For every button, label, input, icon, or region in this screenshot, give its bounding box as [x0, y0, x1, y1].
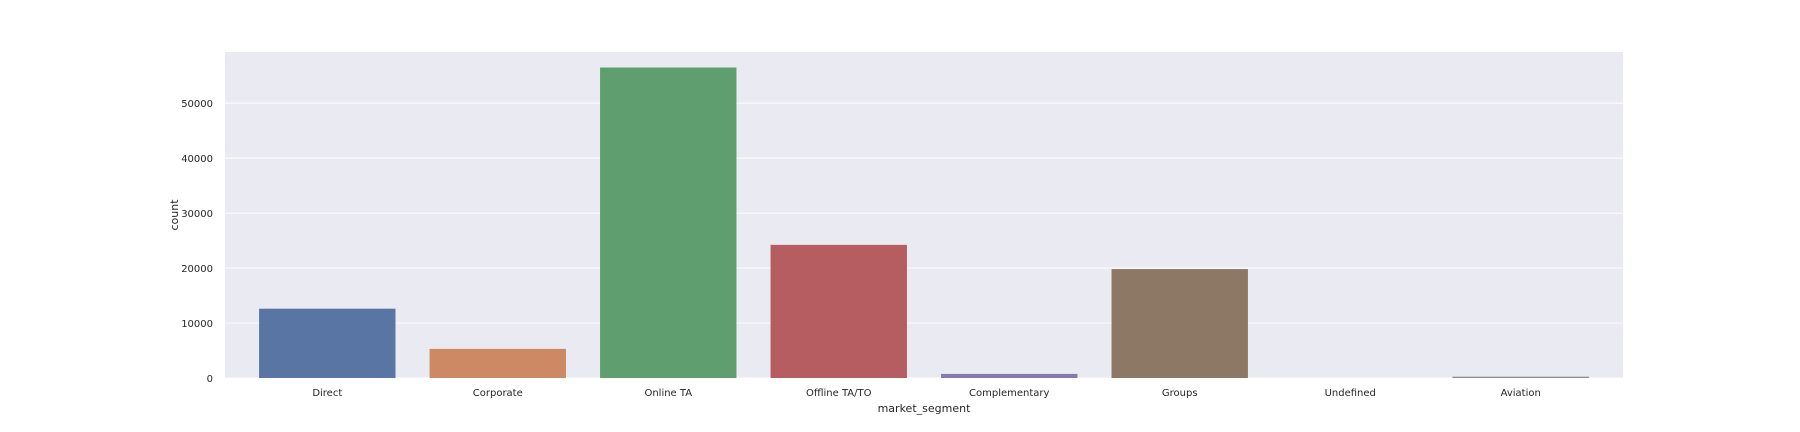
x-tick-label: Groups — [1162, 388, 1198, 399]
bar-online-ta — [600, 67, 737, 379]
y-tick-label: 40000 — [181, 154, 213, 165]
x-tick-labels: Direct Corporate Online TA Offline TA/TO Com… — [312, 388, 1541, 399]
bar-complementary — [941, 373, 1078, 378]
plot-area — [225, 52, 1623, 378]
bar-corporate — [429, 348, 566, 378]
bar-aviation — [1452, 376, 1589, 378]
x-tick-label: Corporate — [473, 388, 523, 399]
x-tick-label: Aviation — [1501, 388, 1541, 399]
x-tick-label: Direct — [312, 388, 342, 399]
bar-offline-ta-to — [770, 244, 907, 378]
y-tick-label: 0 — [207, 374, 213, 385]
y-tick-label: 50000 — [181, 99, 213, 110]
x-axis-label: market_segment — [878, 402, 971, 415]
x-tick-label: Complementary — [969, 388, 1050, 399]
x-tick-label: Online TA — [644, 388, 692, 399]
bar-direct — [259, 308, 396, 378]
y-tick-label: 30000 — [181, 209, 213, 220]
x-tick-label: Undefined — [1325, 388, 1376, 399]
y-axis-label: count — [168, 199, 181, 231]
y-tick-labels: 0 10000 20000 30000 40000 50000 — [181, 99, 213, 385]
bar-groups — [1111, 269, 1248, 378]
bars — [259, 67, 1589, 379]
y-tick-label: 10000 — [181, 319, 213, 330]
y-tick-label: 20000 — [181, 264, 213, 275]
x-tick-label: Offline TA/TO — [806, 388, 872, 399]
